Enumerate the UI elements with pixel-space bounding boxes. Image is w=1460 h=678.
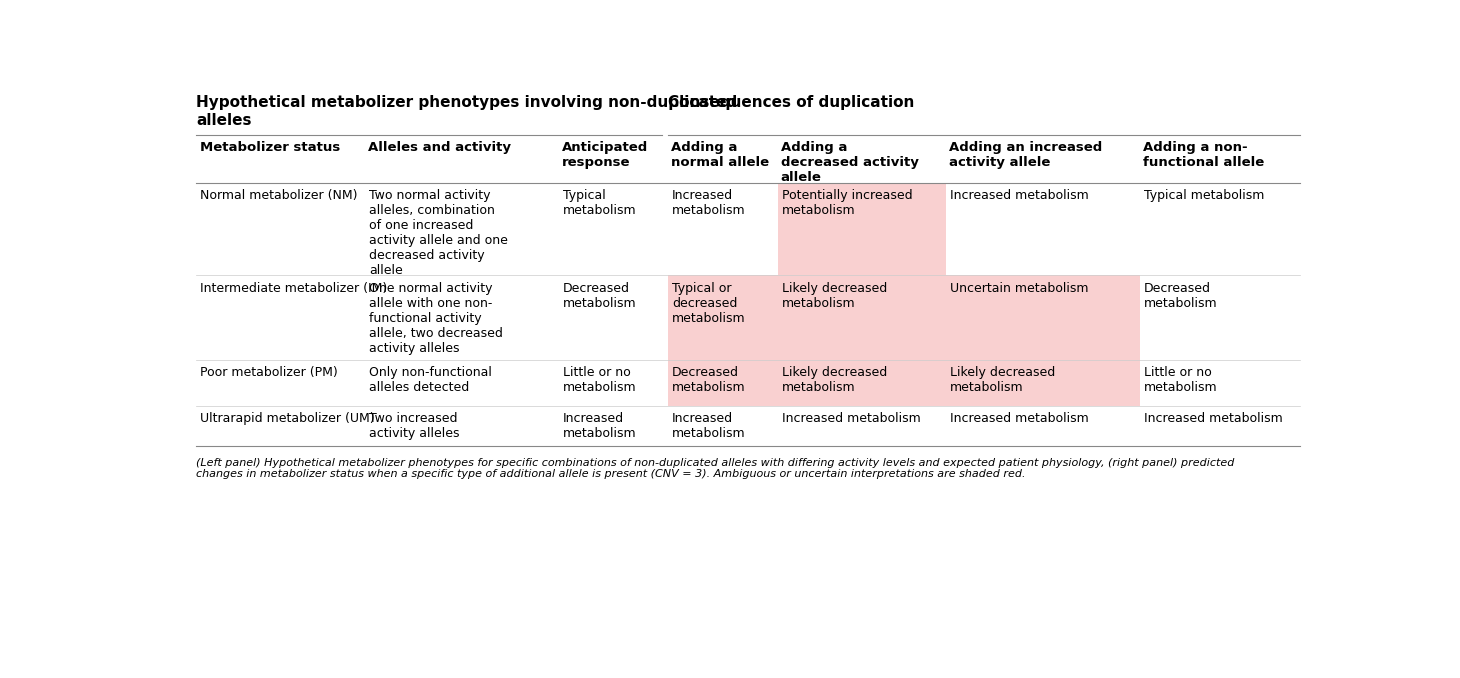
Bar xyxy=(669,275,778,360)
Text: Typical metabolism: Typical metabolism xyxy=(1143,189,1264,202)
Text: Alleles and activity: Alleles and activity xyxy=(368,142,511,155)
Text: Increased
metabolism: Increased metabolism xyxy=(672,189,746,217)
Text: Decreased
metabolism: Decreased metabolism xyxy=(562,281,637,310)
Bar xyxy=(778,275,946,360)
Text: Likely decreased
metabolism: Likely decreased metabolism xyxy=(781,366,886,395)
Text: Adding a
normal allele: Adding a normal allele xyxy=(672,142,769,170)
Text: Likely decreased
metabolism: Likely decreased metabolism xyxy=(950,366,1056,395)
Text: Increased
metabolism: Increased metabolism xyxy=(672,412,746,441)
Bar xyxy=(778,183,946,275)
Text: Typical
metabolism: Typical metabolism xyxy=(562,189,637,217)
Text: Only non-functional
alleles detected: Only non-functional alleles detected xyxy=(369,366,492,395)
Text: Increased metabolism: Increased metabolism xyxy=(950,412,1089,426)
Bar xyxy=(946,360,1140,406)
Text: Consequences of duplication: Consequences of duplication xyxy=(669,95,914,111)
Text: Potentially increased
metabolism: Potentially increased metabolism xyxy=(781,189,912,217)
Text: Two increased
activity alleles: Two increased activity alleles xyxy=(369,412,460,441)
Text: Metabolizer status: Metabolizer status xyxy=(200,142,340,155)
Bar xyxy=(946,275,1140,360)
Text: Likely decreased
metabolism: Likely decreased metabolism xyxy=(781,281,886,310)
Text: Little or no
metabolism: Little or no metabolism xyxy=(562,366,637,395)
Text: Adding a non-
functional allele: Adding a non- functional allele xyxy=(1143,142,1264,170)
Text: Intermediate metabolizer (IM): Intermediate metabolizer (IM) xyxy=(200,281,387,294)
Text: (Left panel) Hypothetical metabolizer phenotypes for specific combinations of no: (Left panel) Hypothetical metabolizer ph… xyxy=(197,458,1235,479)
Text: Increased metabolism: Increased metabolism xyxy=(1143,412,1283,426)
Text: Increased metabolism: Increased metabolism xyxy=(950,189,1089,202)
Text: Increased metabolism: Increased metabolism xyxy=(781,412,920,426)
Bar xyxy=(669,360,778,406)
Text: Poor metabolizer (PM): Poor metabolizer (PM) xyxy=(200,366,339,379)
Text: Adding a
decreased activity
allele: Adding a decreased activity allele xyxy=(781,142,918,184)
Text: Hypothetical metabolizer phenotypes involving non-duplicated
alleles: Hypothetical metabolizer phenotypes invo… xyxy=(197,95,737,127)
Bar xyxy=(778,360,946,406)
Text: Typical or
decreased
metabolism: Typical or decreased metabolism xyxy=(672,281,746,325)
Text: Increased
metabolism: Increased metabolism xyxy=(562,412,637,441)
Text: Anticipated
response: Anticipated response xyxy=(562,142,648,170)
Text: Ultrarapid metabolizer (UM): Ultrarapid metabolizer (UM) xyxy=(200,412,375,426)
Text: Uncertain metabolism: Uncertain metabolism xyxy=(950,281,1089,294)
Text: Decreased
metabolism: Decreased metabolism xyxy=(672,366,746,395)
Text: Normal metabolizer (NM): Normal metabolizer (NM) xyxy=(200,189,358,202)
Text: One normal activity
allele with one non-
functional activity
allele, two decreas: One normal activity allele with one non-… xyxy=(369,281,502,355)
Text: Little or no
metabolism: Little or no metabolism xyxy=(1143,366,1218,395)
Text: Two normal activity
alleles, combination
of one increased
activity allele and on: Two normal activity alleles, combination… xyxy=(369,189,508,277)
Text: Decreased
metabolism: Decreased metabolism xyxy=(1143,281,1218,310)
Text: Adding an increased
activity allele: Adding an increased activity allele xyxy=(949,142,1102,170)
